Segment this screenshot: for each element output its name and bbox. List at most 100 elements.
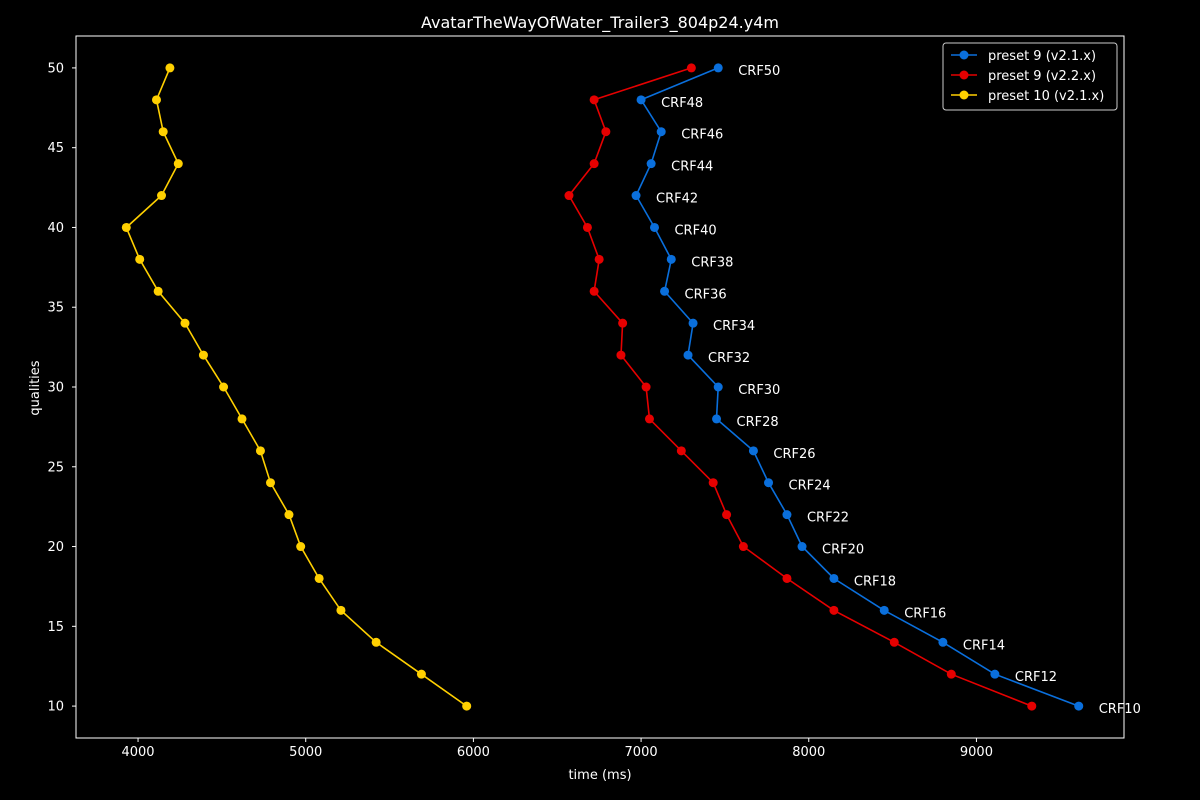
data-point xyxy=(644,414,654,424)
x-axis: 4000 5000 6000 7000 8000 9000 xyxy=(121,738,993,760)
data-point xyxy=(314,573,324,583)
point-label: CRF10 xyxy=(1099,702,1141,717)
point-label: CRF18 xyxy=(854,574,896,589)
point-label: CRF46 xyxy=(681,128,723,143)
data-point xyxy=(708,478,718,488)
data-point xyxy=(649,222,659,232)
data-point xyxy=(738,542,748,552)
point-label: CRF44 xyxy=(671,160,713,175)
point-label: CRF30 xyxy=(738,383,780,398)
x-tick-label: 6000 xyxy=(457,745,490,760)
legend-label: preset 9 (v2.1.x) xyxy=(988,49,1096,64)
y-tick-label: 35 xyxy=(47,301,64,316)
data-point xyxy=(601,127,611,137)
data-point xyxy=(879,605,889,615)
data-point xyxy=(416,669,426,679)
data-point xyxy=(121,222,131,232)
point-label: CRF48 xyxy=(661,96,703,111)
data-point xyxy=(462,701,472,711)
y-tick-label: 30 xyxy=(47,381,64,396)
data-point xyxy=(589,159,599,169)
data-point xyxy=(631,191,641,201)
data-point xyxy=(165,63,175,73)
y-tick-label: 45 xyxy=(47,141,64,156)
point-label: CRF20 xyxy=(822,543,864,558)
point-label: CRF28 xyxy=(737,415,779,430)
data-point xyxy=(797,542,807,552)
data-point xyxy=(712,414,722,424)
series-3 xyxy=(121,63,472,711)
data-point xyxy=(158,127,168,137)
y-tick-label: 10 xyxy=(47,700,64,715)
legend-item: preset 10 (v2.1.x) xyxy=(951,89,1104,104)
x-tick-label: 8000 xyxy=(792,745,825,760)
point-label: CRF42 xyxy=(656,192,698,207)
legend-label: preset 10 (v2.1.x) xyxy=(988,89,1104,104)
data-point xyxy=(686,63,696,73)
data-point xyxy=(713,382,723,392)
data-point xyxy=(1027,701,1037,711)
point-label: CRF50 xyxy=(738,64,780,79)
y-axis-label: qualities xyxy=(28,360,43,415)
legend-item: preset 9 (v2.1.x) xyxy=(951,49,1096,64)
data-point xyxy=(990,669,1000,679)
series-line xyxy=(568,67,1033,707)
data-point xyxy=(660,286,670,296)
data-point xyxy=(722,510,732,520)
data-point xyxy=(589,95,599,105)
data-point xyxy=(157,191,167,201)
point-label: CRF16 xyxy=(904,606,946,621)
data-point xyxy=(636,95,646,105)
data-point xyxy=(938,637,948,647)
data-point xyxy=(666,254,676,264)
data-point xyxy=(782,510,792,520)
point-label: CRF14 xyxy=(963,638,1005,653)
data-point xyxy=(180,318,190,328)
x-axis-label: time (ms) xyxy=(568,768,631,783)
point-label: CRF36 xyxy=(685,287,727,302)
point-label: CRF12 xyxy=(1015,670,1057,685)
data-point xyxy=(371,637,381,647)
legend-marker xyxy=(959,50,969,60)
data-point xyxy=(237,414,247,424)
point-label: CRF40 xyxy=(674,223,716,238)
data-point xyxy=(198,350,208,360)
point-label: CRF22 xyxy=(807,511,849,526)
x-tick-label: 7000 xyxy=(625,745,658,760)
y-tick-label: 40 xyxy=(47,221,64,236)
data-point xyxy=(829,605,839,615)
data-point xyxy=(284,510,294,520)
data-point xyxy=(646,159,656,169)
data-point xyxy=(713,63,723,73)
series-2 xyxy=(564,63,1037,711)
data-point xyxy=(153,286,163,296)
legend-box xyxy=(942,42,1118,111)
x-tick-label: 4000 xyxy=(121,745,154,760)
point-label: CRF34 xyxy=(713,319,755,334)
data-point xyxy=(266,478,276,488)
legend: preset 9 (v2.1.x) preset 9 (v2.2.x) preset… xyxy=(942,42,1118,111)
data-point xyxy=(135,254,145,264)
plot-frame xyxy=(75,35,1125,739)
series-1: CRF50 CRF48 CRF46 CRF44 CRF42 CRF40 CRF38 CRF36… xyxy=(631,63,1141,717)
point-label: CRF38 xyxy=(691,255,733,270)
y-tick-label: 15 xyxy=(47,620,64,635)
legend-label: preset 9 (v2.2.x) xyxy=(988,69,1096,84)
data-point xyxy=(656,127,666,137)
x-tick-label: 9000 xyxy=(960,745,993,760)
data-point xyxy=(336,605,346,615)
data-point xyxy=(641,382,651,392)
data-point xyxy=(173,159,183,169)
data-point xyxy=(296,542,306,552)
data-point xyxy=(889,637,899,647)
legend-marker xyxy=(959,70,969,80)
data-point xyxy=(618,318,628,328)
point-label: CRF24 xyxy=(789,479,831,494)
data-point xyxy=(594,254,604,264)
y-tick-label: 50 xyxy=(47,61,64,76)
point-label: CRF32 xyxy=(708,351,750,366)
data-point xyxy=(616,350,626,360)
data-point xyxy=(829,573,839,583)
legend-item: preset 9 (v2.2.x) xyxy=(951,69,1096,84)
